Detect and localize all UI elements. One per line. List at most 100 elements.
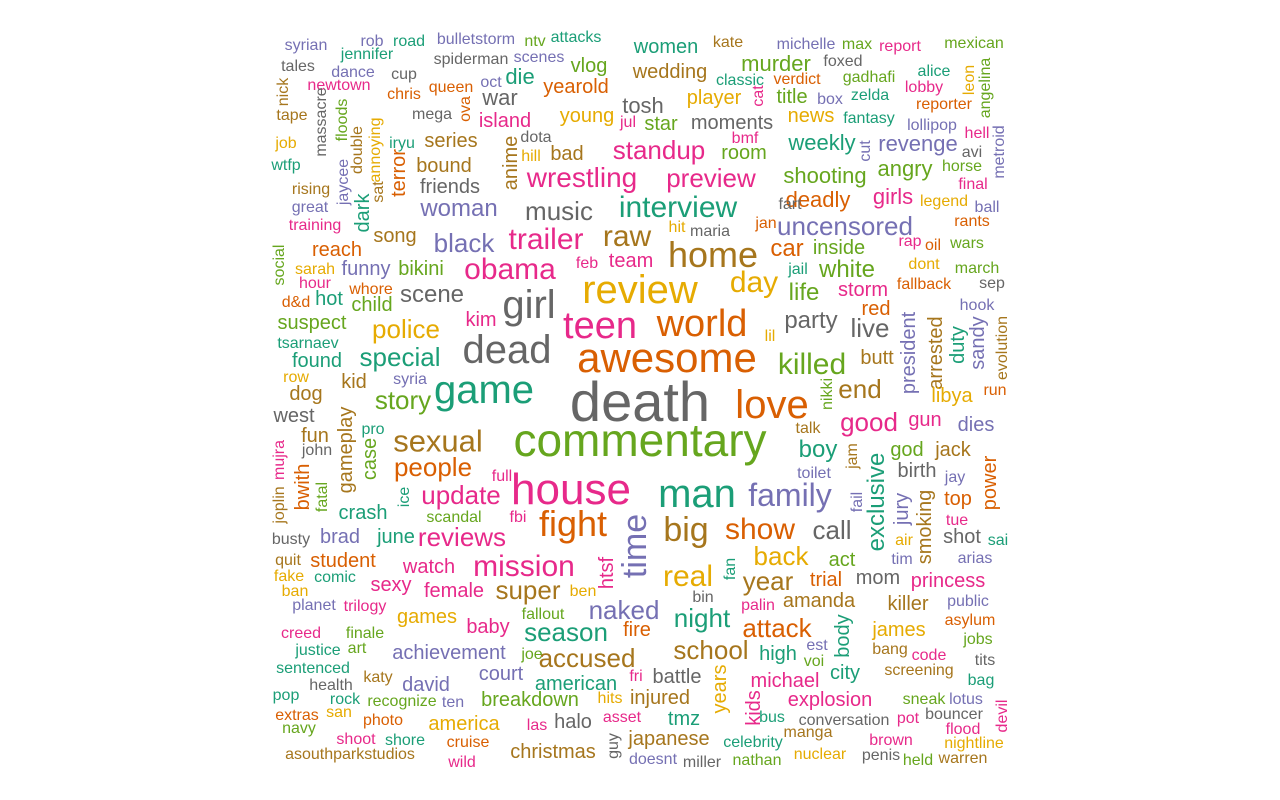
word: party [784,307,838,334]
word: real [662,560,714,593]
word: ova [457,96,474,122]
word: las [526,717,548,734]
word: music [525,196,593,226]
word: bouncer [925,706,983,723]
word: story [374,385,432,415]
word: d&d [281,294,311,311]
word: review [582,268,698,312]
word: sep [979,275,1005,292]
word: mission [473,550,575,583]
word: evolution [994,315,1011,381]
word: ball [974,199,1000,216]
word: kid [341,371,367,393]
word: dies [957,414,995,436]
word: tmz [667,708,701,730]
word: death [569,370,711,433]
word: birth [897,460,937,482]
word: nick [275,77,292,107]
word: bin [692,589,714,606]
word: sentenced [276,660,350,677]
word: city [830,662,860,684]
word: art [347,640,367,657]
word: warren [938,750,988,767]
word: police [372,314,440,344]
word: tape [276,107,308,124]
word: wrestling [526,162,638,193]
word: tits [974,652,996,669]
word: doesnt [628,751,678,768]
word: explosion [787,689,873,711]
word: double [349,125,366,175]
word: attacks [550,29,602,46]
word: katy [363,669,393,686]
word: jul [619,114,637,131]
word: ten [441,694,465,711]
word: flood [945,721,981,738]
word: jaycee [335,158,352,206]
word: rap [898,233,922,250]
word: star [644,113,678,135]
word: season [524,617,608,647]
word: brad [319,526,361,548]
word: oil [924,237,942,254]
word: act [828,549,856,571]
word: tsarnaev [277,335,339,352]
word: ban [281,583,309,600]
word: deadly [785,187,851,212]
word: island [478,110,532,132]
word: young [559,105,615,127]
word: princess [910,570,986,592]
word: girls [872,184,914,209]
word: trailer [508,223,584,256]
word: found [291,350,343,372]
word: fbi [509,509,527,526]
word: super [495,575,561,605]
word: nikki [819,377,836,411]
word: bad [550,143,584,165]
word: zelda [850,87,890,104]
word: celebrity [723,734,783,751]
word: finale [345,625,385,642]
word: whore [349,281,393,298]
word: max [841,36,873,53]
word: cut [857,140,874,162]
word: asouthparkstudios [285,746,415,763]
word: killer [887,593,929,615]
word: high [759,643,797,665]
word: storm [838,279,888,301]
word: ice [396,486,413,508]
word: scene [399,281,465,308]
word: sneak [902,691,946,708]
word: black [433,228,495,258]
word: japanese [628,728,710,750]
word: fallback [896,276,952,293]
word: raw [602,220,652,253]
word: hook [959,297,995,314]
word: dog [289,383,323,405]
word: voi [803,653,825,670]
word: san [326,704,352,721]
word: yearold [543,76,609,98]
word: lollipop [907,117,957,134]
word: devil [994,699,1011,733]
word: jail [788,261,808,278]
word: car [770,235,804,262]
word: tim [891,551,913,568]
word: asylum [944,612,996,629]
word: joe [521,646,543,663]
word: angry [877,156,933,181]
word: killed [777,348,847,381]
word: angelina [977,57,994,119]
word: held [902,752,934,769]
word: moments [690,112,774,134]
word: woman [420,195,498,222]
word: fight [538,503,608,544]
word: quit [275,552,301,569]
word: preview [666,163,756,193]
word: alice [917,63,951,80]
word: call [812,515,852,545]
word: joplin [271,486,288,524]
word: reporter [915,96,973,113]
word: justice [295,642,341,659]
